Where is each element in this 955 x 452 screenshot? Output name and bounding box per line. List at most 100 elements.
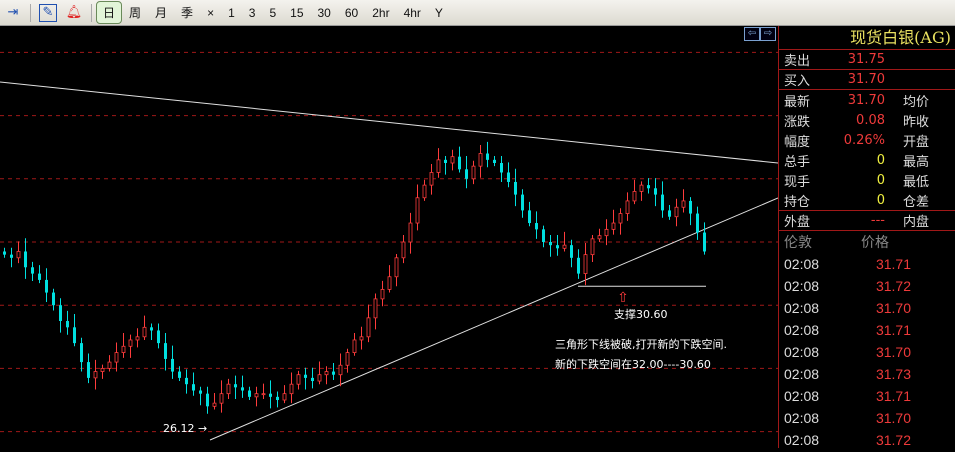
candle-down: [185, 377, 188, 385]
stat-row: 最新 31.70 均价: [779, 90, 955, 110]
candle-up: [681, 200, 686, 208]
stat-label-right: 昨收: [903, 114, 930, 130]
candle-down: [241, 387, 244, 391]
ticks-header: 伦敦 价格: [779, 231, 955, 253]
outer-value: ---: [870, 213, 885, 228]
period-0[interactable]: 日: [96, 1, 123, 24]
candlestick-chart[interactable]: ⇧ 26.12 → 支撑30.60 三角形下线被破,打开新的下跌空间. 新的下跌空间在32…: [0, 26, 779, 448]
candle-up: [604, 228, 609, 237]
stat-label-right: 开盘: [903, 134, 930, 150]
period-1[interactable]: 周: [129, 6, 142, 20]
tick-row: 02:08 31.71: [779, 385, 955, 407]
candle-down: [549, 242, 552, 246]
candle-down: [458, 156, 461, 170]
quote-stats: 最新 31.70 均价 涨跌 0.08 昨收 幅度 0.26% 开盘 总手 0 最高 现手 0 最低 持仓 0 仓…: [779, 90, 955, 211]
stat-value: 31.70: [847, 92, 885, 108]
candle-up: [471, 165, 476, 180]
tick-time: 02:08: [784, 322, 820, 338]
period-3[interactable]: 季: [181, 6, 194, 20]
stat-value: 0.08: [856, 112, 885, 128]
candle-up: [394, 257, 399, 278]
candle-down: [157, 330, 160, 344]
period-9[interactable]: 30: [317, 5, 331, 20]
candle-down: [87, 362, 90, 378]
candle-down: [493, 159, 496, 163]
period-10[interactable]: 60: [344, 5, 359, 20]
candle-down: [486, 153, 489, 160]
period-4[interactable]: ×: [207, 5, 215, 20]
tick-time: 02:08: [784, 278, 820, 294]
period-11[interactable]: 2hr: [372, 5, 390, 20]
period-2[interactable]: 月: [155, 6, 168, 20]
sell-price: 31.75: [847, 52, 885, 67]
candle-up: [317, 374, 322, 382]
tick-price: 31.73: [875, 366, 911, 382]
scroll-left-icon[interactable]: ⇦: [744, 27, 760, 41]
candle-down: [150, 327, 153, 331]
stat-label-right: 仓差: [903, 194, 930, 210]
candle-down: [171, 358, 174, 372]
candle-down: [38, 273, 41, 280]
tick-time: 02:08: [784, 410, 820, 426]
candle-up: [632, 191, 637, 202]
low-price-label: 26.12: [163, 422, 195, 435]
upper-trendline: [0, 81, 779, 164]
candle-down: [178, 371, 181, 378]
tick-row: 02:08 31.72: [779, 429, 955, 451]
candle-up: [296, 374, 301, 385]
candle-up: [226, 383, 231, 395]
tick-time: 02:08: [784, 388, 820, 404]
candle-down: [465, 169, 468, 179]
tick-price: 31.71: [875, 388, 911, 404]
tick-price: 31.71: [875, 256, 911, 272]
candle-up: [114, 352, 119, 363]
candle-down: [269, 393, 272, 397]
period-6[interactable]: 3: [248, 5, 256, 20]
stat-row: 幅度 0.26% 开盘: [779, 130, 955, 150]
up-arrow-icon: ⇧: [617, 290, 629, 306]
candle-up: [93, 371, 98, 379]
period-5[interactable]: 1: [228, 5, 235, 20]
candle-down: [3, 251, 6, 255]
candle-down: [654, 188, 657, 195]
candle-down: [192, 384, 195, 391]
candle-down: [703, 232, 706, 252]
sell-label: 卖出: [784, 54, 811, 69]
period-8[interactable]: 15: [290, 5, 304, 20]
stat-value: 0: [876, 192, 885, 208]
candle-up: [639, 184, 644, 192]
tick-row: 02:08 31.70: [779, 407, 955, 429]
panel-toggle-icon[interactable]: ⇥: [7, 5, 19, 20]
candle-up: [611, 222, 616, 230]
tick-time: 02:08: [784, 432, 820, 448]
toolbar: ⇥ ✎ 🔔︎ 日周月季 × 1 3 5 15 30 60 2hr 4hr Y: [0, 0, 955, 26]
candle-down: [528, 210, 531, 224]
alarm-bell-icon[interactable]: 🔔︎: [65, 5, 83, 20]
tick-price: 31.72: [875, 432, 911, 448]
period-12[interactable]: 4hr: [403, 5, 421, 20]
chart-canvas[interactable]: ⇧ 26.12 → 支撑30.60 三角形下线被破,打开新的下跌空间. 新的下跌空间在32…: [0, 26, 779, 448]
draw-icon[interactable]: ✎: [39, 3, 57, 22]
candle-down: [73, 327, 76, 344]
candle-down: [535, 223, 538, 230]
candle-up: [212, 402, 217, 407]
lower-trendline: [209, 197, 779, 441]
candle-down: [59, 305, 62, 321]
scroll-right-icon[interactable]: ⇨: [760, 27, 776, 41]
candle-up: [352, 339, 357, 353]
period-7[interactable]: 5: [269, 5, 277, 20]
buy-row: 买入 31.70: [779, 70, 955, 90]
tick-row: 02:08 31.70: [779, 297, 955, 319]
candle-up: [219, 393, 224, 404]
tick-row: 02:08 31.70: [779, 341, 955, 363]
candle-up: [562, 244, 567, 249]
period-13[interactable]: Y: [434, 5, 443, 20]
candle-down: [311, 377, 314, 382]
candle-down: [668, 210, 671, 217]
candle-down: [521, 194, 524, 211]
candle-up: [590, 238, 595, 256]
tick-list[interactable]: 02:08 31.71 02:08 31.72 02:08 31.70 02:08 31.71…: [779, 253, 955, 451]
arrow-right-icon: →: [198, 422, 207, 435]
buy-label: 买入: [784, 74, 811, 89]
candle-up: [359, 336, 364, 341]
